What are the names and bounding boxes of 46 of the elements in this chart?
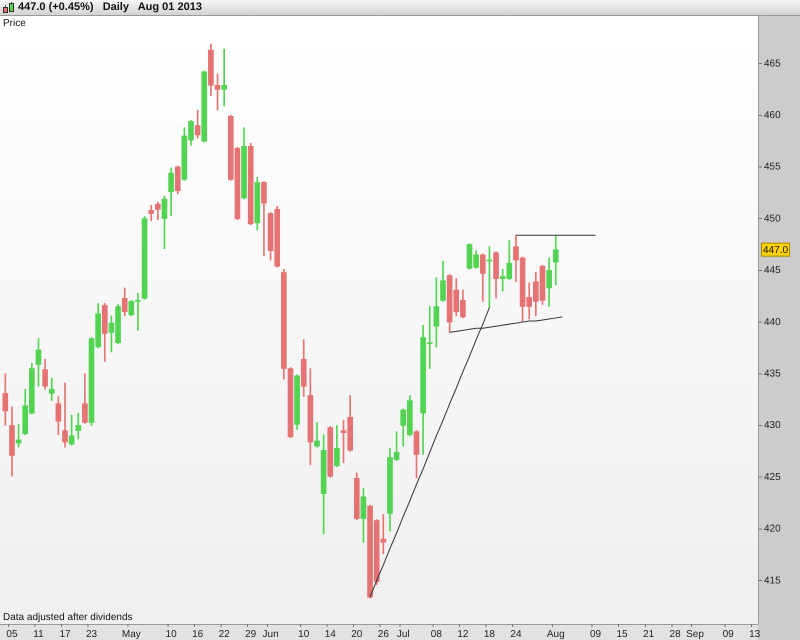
x-tick-label: 15 bbox=[616, 628, 628, 640]
x-tick-label: May bbox=[122, 628, 141, 640]
y-tick-label: 450 bbox=[764, 213, 782, 224]
x-tick-label: 23 bbox=[86, 628, 98, 640]
x-tick-label: 10 bbox=[298, 628, 310, 640]
y-tick-label: 430 bbox=[764, 420, 782, 432]
x-tick-label: 10 bbox=[166, 628, 178, 640]
candlestick bbox=[486, 246, 492, 308]
y-tick-label: 445 bbox=[764, 265, 782, 276]
x-tick-label: 22 bbox=[218, 628, 230, 640]
x-tick-label: 12 bbox=[457, 628, 469, 640]
y-tick-label: 455 bbox=[764, 162, 782, 173]
x-tick-label: 14 bbox=[324, 628, 336, 640]
annotation: Data adjusted after dividends bbox=[3, 612, 133, 623]
chart-title: 447.0 (+0.45%) Daily Aug 01 2013 bbox=[18, 1, 202, 14]
y-tick-label: 425 bbox=[764, 472, 782, 483]
y-tick-label: 440 bbox=[764, 316, 782, 328]
x-tick-label: Jul bbox=[396, 628, 410, 640]
annotation: 447.0 bbox=[763, 244, 788, 256]
candlestick bbox=[62, 382, 68, 448]
x-tick-label: 26 bbox=[378, 628, 390, 640]
y-tick-label: 435 bbox=[764, 368, 782, 380]
x-tick-label: 24 bbox=[510, 628, 522, 640]
y-tick-label: 460 bbox=[764, 110, 782, 122]
x-tick-label: 29 bbox=[245, 628, 257, 640]
x-tick-label: 09 bbox=[722, 628, 734, 640]
x-tick-label: 11 bbox=[33, 628, 44, 640]
x-tick-label: 20 bbox=[351, 628, 363, 640]
y-axis-title: Price bbox=[3, 18, 26, 29]
x-tick-label: Aug bbox=[546, 628, 565, 640]
x-tick-label: 21 bbox=[643, 628, 655, 640]
x-tick-label: Sep bbox=[686, 628, 704, 640]
y-tick-label: 420 bbox=[764, 524, 782, 535]
x-tick-label: 08 bbox=[430, 628, 442, 640]
x-tick-label: 28 bbox=[670, 628, 682, 640]
candlestick bbox=[314, 422, 320, 448]
candlestick bbox=[16, 424, 22, 448]
x-tick-label: Jun bbox=[262, 628, 279, 640]
y-tick-label: 465 bbox=[764, 58, 782, 70]
y-tick-label: 415 bbox=[764, 575, 782, 586]
x-tick-label: 18 bbox=[484, 628, 496, 640]
x-tick-label: 13 bbox=[749, 628, 761, 640]
x-tick-label: 05 bbox=[6, 628, 18, 640]
x-tick-label: 17 bbox=[59, 628, 71, 640]
x-tick-label: 09 bbox=[590, 628, 602, 640]
x-tick-label: 16 bbox=[192, 628, 204, 640]
